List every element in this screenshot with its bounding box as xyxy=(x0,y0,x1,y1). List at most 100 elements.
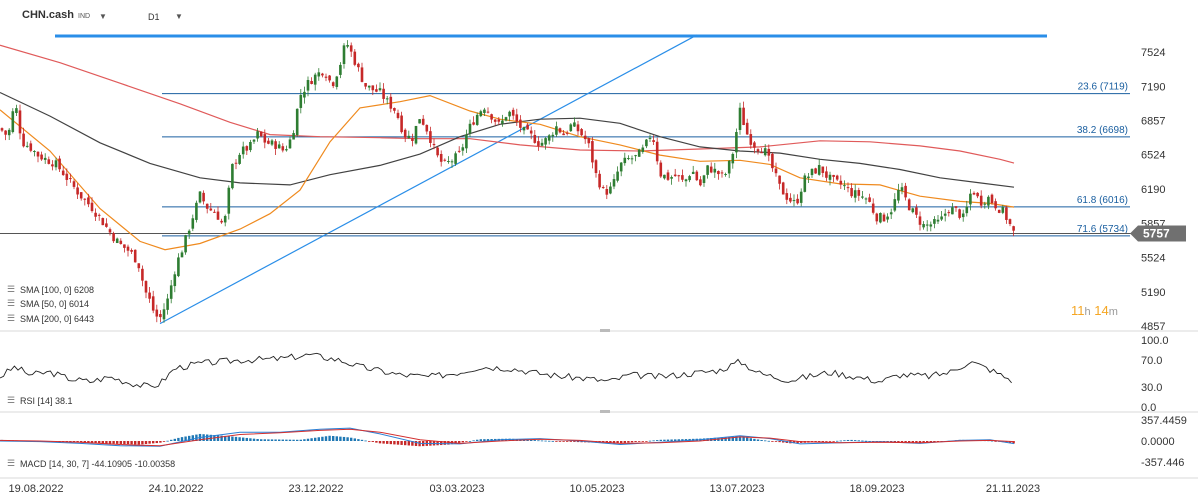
candle[interactable] xyxy=(321,72,324,78)
candle[interactable] xyxy=(1001,204,1005,215)
candle[interactable] xyxy=(706,165,709,179)
candle[interactable] xyxy=(918,211,922,231)
candle[interactable] xyxy=(371,85,375,96)
candle[interactable] xyxy=(295,108,299,137)
timeframe-label[interactable]: D1 xyxy=(148,12,160,22)
candle[interactable] xyxy=(1012,225,1015,237)
candle[interactable] xyxy=(166,293,169,315)
candle[interactable] xyxy=(97,213,101,221)
candle[interactable] xyxy=(187,229,191,239)
candle[interactable] xyxy=(220,218,223,224)
candle[interactable] xyxy=(645,138,648,149)
candle[interactable] xyxy=(695,170,699,182)
candle[interactable] xyxy=(760,147,763,154)
candle[interactable] xyxy=(785,188,789,205)
macd-plot[interactable] xyxy=(0,427,1015,447)
candle[interactable] xyxy=(933,216,936,229)
rsi-plot[interactable] xyxy=(0,352,1012,388)
candle[interactable] xyxy=(508,110,511,122)
price-plot[interactable]: 23.6 (7119) 38.2 (6698) 61.8 (6016) 71.6 (5… xyxy=(0,34,1132,325)
candle[interactable] xyxy=(65,168,69,186)
candle[interactable] xyxy=(216,206,220,220)
candle[interactable] xyxy=(699,176,702,187)
candle[interactable] xyxy=(299,89,303,114)
candle[interactable] xyxy=(897,183,900,204)
candle[interactable] xyxy=(637,148,641,157)
candle[interactable] xyxy=(709,162,713,174)
candle[interactable] xyxy=(159,310,162,323)
candle[interactable] xyxy=(609,182,612,195)
candle[interactable] xyxy=(616,166,619,183)
candle[interactable] xyxy=(835,174,839,182)
candle[interactable] xyxy=(587,137,591,148)
candle[interactable] xyxy=(886,213,889,223)
candle[interactable] xyxy=(929,221,933,232)
sma100-line[interactable] xyxy=(0,91,1015,188)
candle[interactable] xyxy=(486,107,490,114)
candle[interactable] xyxy=(940,211,943,222)
candle[interactable] xyxy=(0,127,4,133)
candle[interactable] xyxy=(115,237,119,244)
candle[interactable] xyxy=(713,162,717,178)
candle[interactable] xyxy=(832,174,835,183)
candle[interactable] xyxy=(648,134,652,142)
candle[interactable] xyxy=(756,148,760,155)
candle[interactable] xyxy=(105,218,108,228)
candle[interactable] xyxy=(274,139,277,155)
candle[interactable] xyxy=(936,214,940,225)
candle[interactable] xyxy=(403,128,407,143)
candle[interactable] xyxy=(493,119,497,126)
candle[interactable] xyxy=(864,197,868,205)
candle[interactable] xyxy=(771,152,774,172)
candle[interactable] xyxy=(468,119,472,138)
candle[interactable] xyxy=(915,204,918,218)
candle[interactable] xyxy=(663,174,666,180)
candle[interactable] xyxy=(789,193,792,204)
candle[interactable] xyxy=(432,138,436,150)
candle[interactable] xyxy=(54,157,58,171)
candle[interactable] xyxy=(594,159,598,178)
candle[interactable] xyxy=(277,141,281,149)
candle[interactable] xyxy=(454,151,457,166)
candle[interactable] xyxy=(378,82,382,92)
candle[interactable] xyxy=(972,191,976,196)
candle[interactable] xyxy=(15,104,18,117)
candle[interactable] xyxy=(360,62,364,83)
candle[interactable] xyxy=(565,130,569,136)
candle[interactable] xyxy=(576,120,580,136)
candle[interactable] xyxy=(691,165,695,175)
candle[interactable] xyxy=(724,172,727,177)
candle[interactable] xyxy=(425,124,429,135)
candle[interactable] xyxy=(652,135,655,146)
candle[interactable] xyxy=(202,190,205,205)
candle[interactable] xyxy=(76,183,79,200)
macd-settings-icon[interactable]: ☰ xyxy=(7,458,16,468)
candle[interactable] xyxy=(583,130,587,144)
sma100-settings-icon[interactable]: ☰ xyxy=(7,284,16,294)
candle[interactable] xyxy=(954,206,958,212)
candle[interactable] xyxy=(472,116,475,126)
sma200-line[interactable] xyxy=(0,44,1015,164)
candle[interactable] xyxy=(328,75,331,83)
candle[interactable] xyxy=(61,166,65,176)
candle[interactable] xyxy=(256,127,259,142)
candle[interactable] xyxy=(943,208,947,222)
candle[interactable] xyxy=(429,126,432,148)
candle[interactable] xyxy=(198,191,202,204)
candle[interactable] xyxy=(605,185,609,200)
candle[interactable] xyxy=(69,173,72,183)
pane-resize-handle[interactable] xyxy=(600,329,610,332)
candle[interactable] xyxy=(814,167,817,174)
candle[interactable] xyxy=(234,159,238,170)
candle[interactable] xyxy=(551,132,555,142)
candle[interactable] xyxy=(112,231,115,243)
candle[interactable] xyxy=(180,250,184,258)
candle[interactable] xyxy=(889,208,893,220)
candle[interactable] xyxy=(306,76,310,97)
candle[interactable] xyxy=(825,166,828,182)
candle[interactable] xyxy=(450,159,454,168)
candle[interactable] xyxy=(461,143,465,156)
candle[interactable] xyxy=(821,166,825,178)
candle[interactable] xyxy=(537,136,540,151)
candle[interactable] xyxy=(249,139,252,153)
